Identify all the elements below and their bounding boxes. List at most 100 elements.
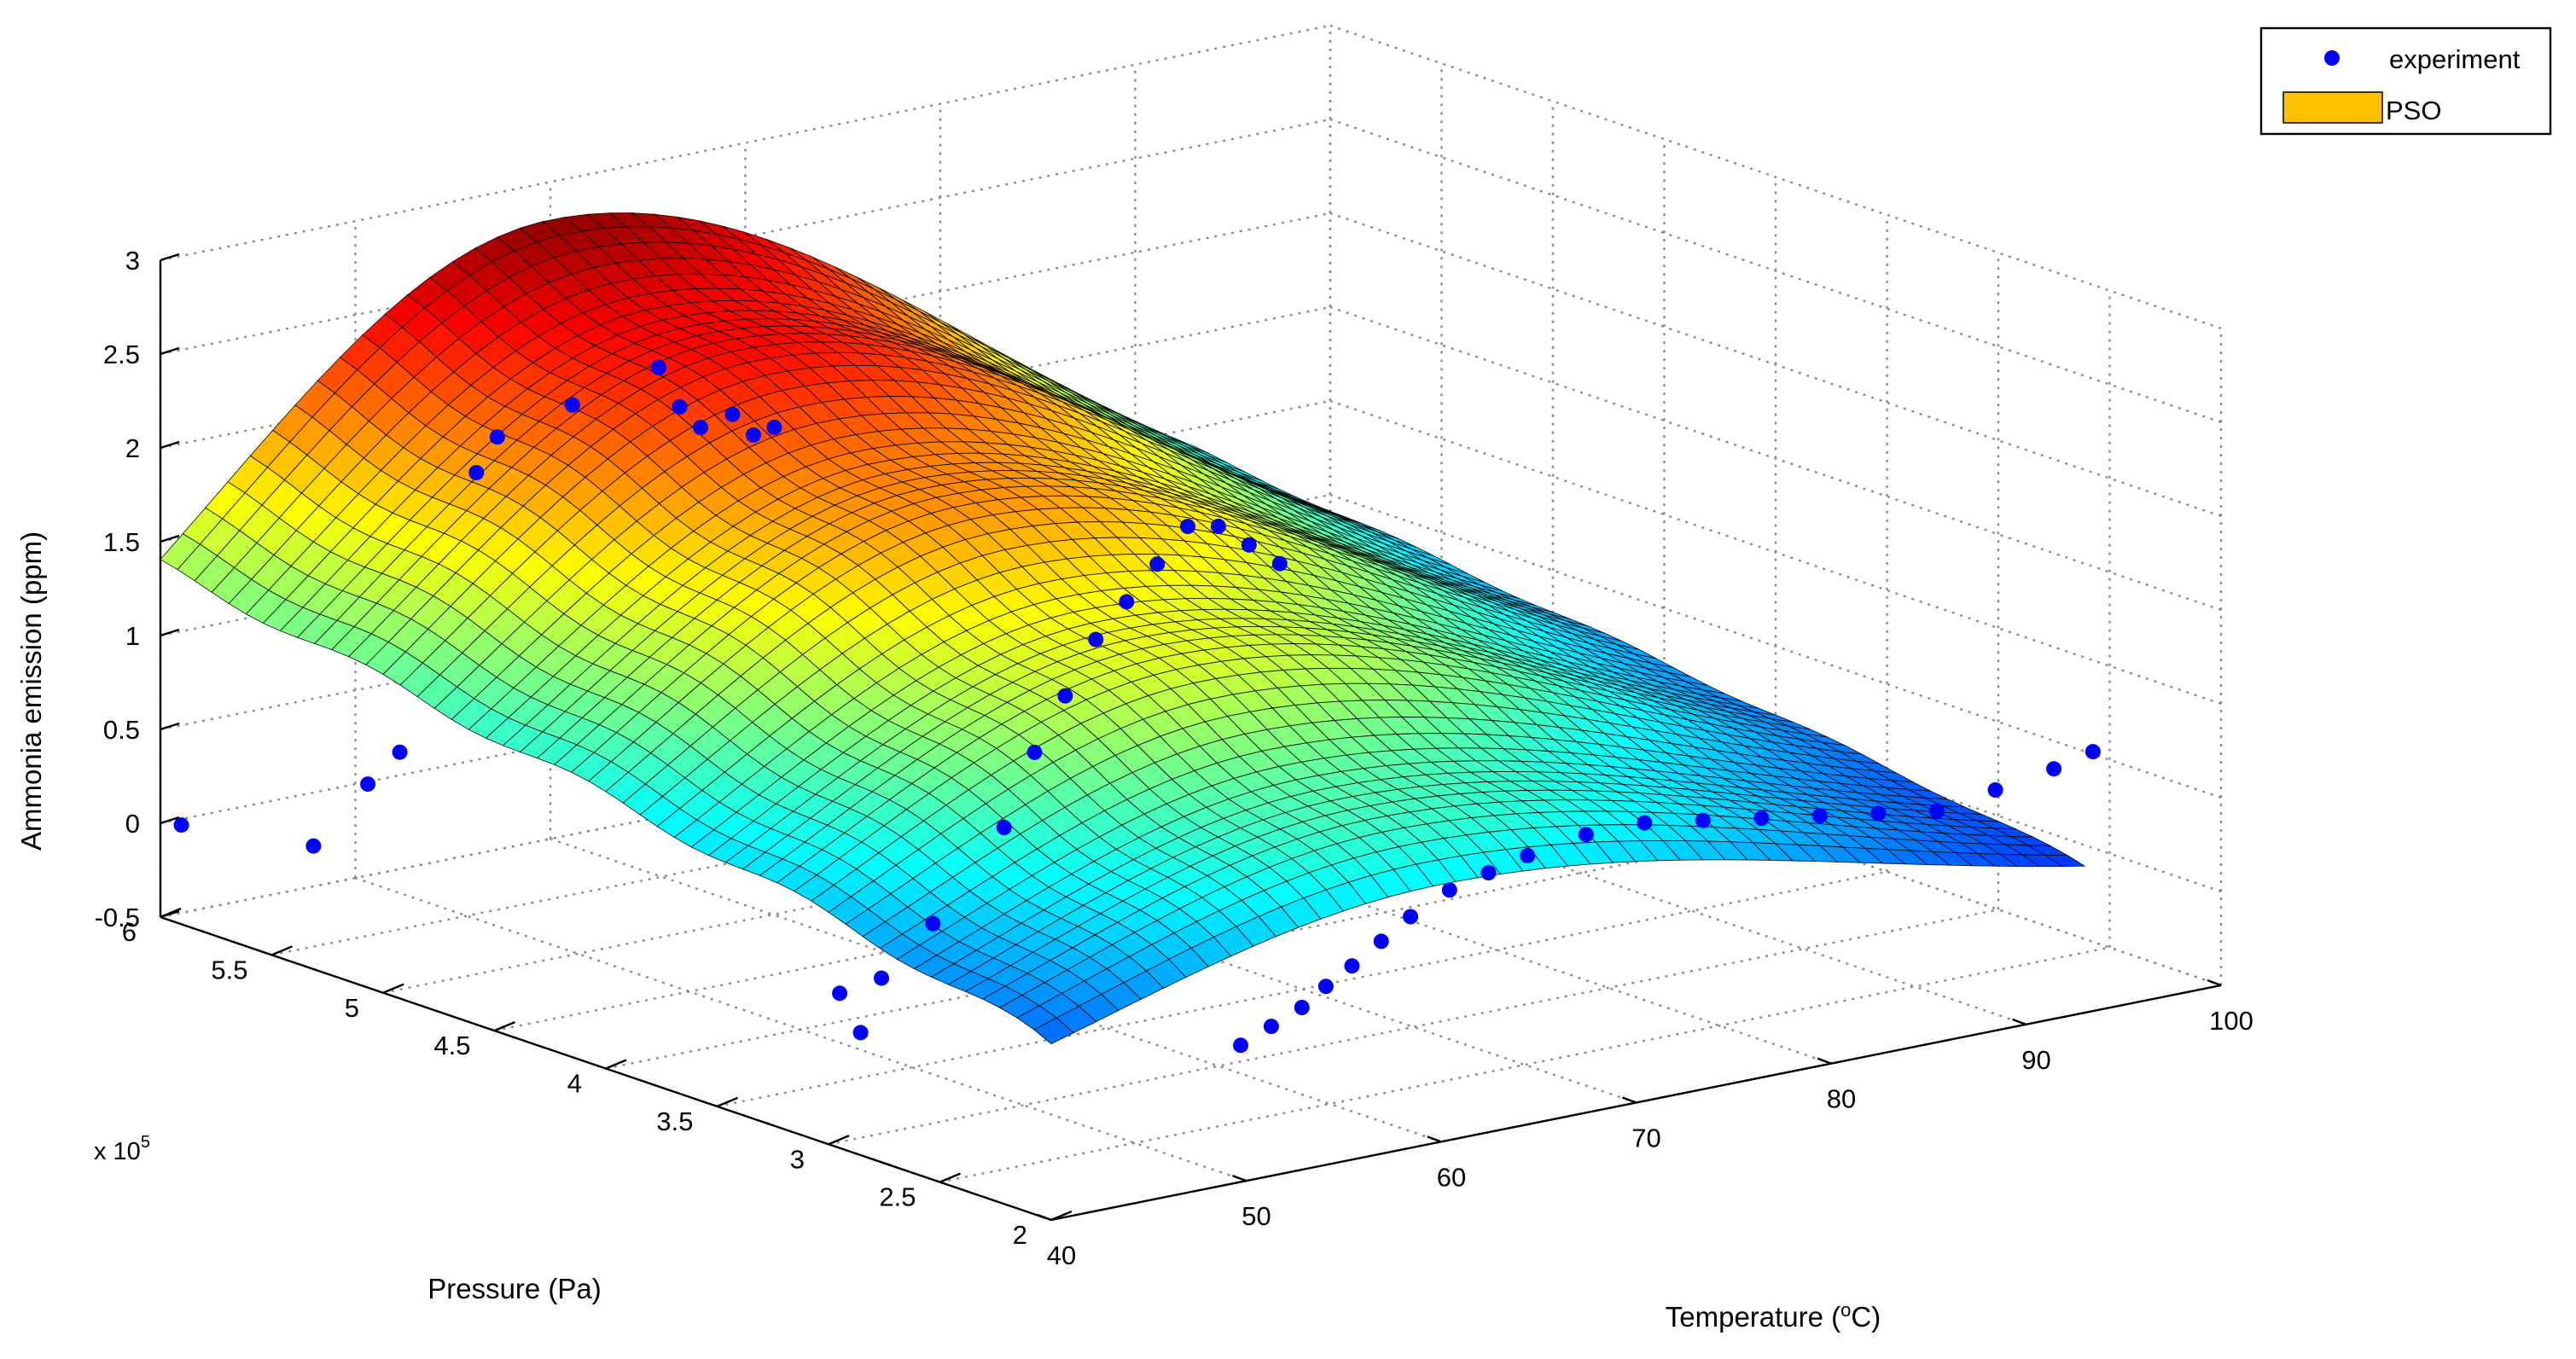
y-tick-label: 3	[790, 1144, 805, 1174]
experiment-point	[1057, 688, 1073, 704]
x-tick-mark	[2012, 1018, 2026, 1025]
x-tick-mark	[1622, 1096, 1637, 1104]
surface-facet	[1033, 1017, 1075, 1045]
experiment-point	[724, 406, 741, 422]
legend-pso-label: PSO	[2386, 96, 2441, 125]
y-tick-label: 4	[567, 1069, 582, 1099]
x-axis-label-unit: C)	[1851, 1301, 1881, 1333]
y-tick-label: 2	[1013, 1220, 1027, 1250]
experiment-point	[564, 397, 580, 413]
legend-pso-swatch	[2282, 91, 2383, 124]
experiment-point	[1637, 815, 1653, 831]
experiment-point	[1870, 805, 1887, 822]
z-tick-label: 0	[125, 809, 140, 839]
experiment-point	[1695, 812, 1711, 828]
experiment-point	[1210, 519, 1226, 534]
y-tick-mark	[717, 1096, 738, 1107]
experiment-point	[693, 420, 708, 436]
z-tick-label: 2	[125, 433, 140, 463]
experiment-point	[1811, 808, 1828, 824]
z-tick-mark	[160, 628, 180, 637]
z-tick-label: 0.5	[103, 715, 140, 745]
experiment-point	[1520, 848, 1536, 863]
x-tick-mark	[1232, 1175, 1247, 1182]
experiment-point	[1578, 827, 1594, 843]
x-tick-label: 60	[1437, 1162, 1466, 1192]
experiment-point	[672, 399, 688, 415]
y-tick-mark	[271, 945, 293, 956]
x-tick-mark	[1037, 1213, 1052, 1222]
tick-labels: -0.5 0 0.5 1 1.5 2 2.5 3 40 50 60 70 80 90 100 2 2.5 3 3.5…	[95, 246, 2253, 1270]
y-exponent-label: x 105	[94, 1133, 150, 1165]
x-tick-label: 100	[2209, 1006, 2253, 1036]
grid-line-back-z-5	[1329, 212, 2222, 518]
x-tick-label: 70	[1631, 1124, 1660, 1153]
experiment-point	[766, 420, 782, 435]
y-tick-label: 5.5	[211, 955, 247, 984]
z-tick-label: 3	[125, 246, 140, 276]
experiment-point	[1480, 865, 1497, 881]
z-tick-label: 1	[125, 621, 140, 651]
y-tick-label: 4.5	[433, 1031, 470, 1060]
grid-line-back-z-2	[1329, 493, 2222, 799]
experiment-point	[1294, 1000, 1310, 1015]
x-axis-label: Temperature (oC)	[1666, 1299, 1881, 1333]
x-tick-label: 80	[1827, 1084, 1856, 1114]
experiment-point	[1987, 782, 2003, 798]
grid-line-back-z-6	[1329, 118, 2222, 424]
grid-line-back-z-7	[1329, 24, 2222, 330]
x-tick-mark	[1427, 1135, 1442, 1143]
y-tick-mark	[828, 1135, 850, 1146]
z-tick-mark	[160, 253, 180, 262]
experiment-point	[305, 838, 322, 854]
y-tick-label: 6	[122, 917, 137, 947]
pso-surface	[160, 212, 2086, 1045]
z-tick-mark	[160, 534, 180, 543]
y-tick-mark	[160, 907, 182, 919]
y-exponent-base: x 10	[94, 1138, 141, 1165]
experiment-point	[1088, 631, 1104, 648]
grid-line-left-z-7	[160, 24, 1331, 262]
z-tick-label: 2.5	[103, 340, 140, 369]
legend-experiment-marker	[2324, 50, 2340, 66]
grid-line-back-z-3	[1329, 399, 2222, 706]
experiment-point	[1263, 1019, 1279, 1035]
experiment-point	[651, 359, 666, 375]
grid-line-floor-t-5	[1135, 720, 2026, 1025]
experiment-point	[489, 429, 505, 445]
experiment-point	[996, 820, 1012, 835]
z-tick-mark	[160, 440, 180, 450]
experiment-point	[1149, 556, 1166, 572]
z-tick-mark	[160, 346, 180, 356]
experiment-point	[1271, 555, 1288, 572]
experiment-point	[1441, 882, 1457, 898]
experiment-point	[1753, 810, 1770, 826]
y-tick-mark	[605, 1059, 627, 1070]
y-tick-mark	[939, 1172, 961, 1183]
experiment-point	[1929, 803, 1945, 819]
x-axis-label-sup: o	[1840, 1299, 1851, 1321]
grid-line-back-z-4	[1329, 305, 2222, 612]
experiment-point	[1373, 933, 1389, 950]
experiment-point	[925, 915, 941, 932]
x-tick-label: 50	[1241, 1201, 1271, 1231]
experiment-point	[852, 1025, 869, 1041]
y-tick-label: 2.5	[879, 1182, 916, 1212]
experiment-point	[1241, 537, 1257, 553]
x-tick-mark	[2207, 979, 2222, 987]
y-axis-label: Pressure (Pa)	[427, 1273, 602, 1304]
legend: experiment PSO	[2259, 26, 2552, 136]
axis-lines	[159, 253, 2222, 1222]
experiment-point	[2085, 744, 2101, 760]
y-tick-mark	[382, 983, 404, 994]
experiment-point	[1403, 909, 1419, 925]
legend-experiment-label: experiment	[2389, 44, 2521, 74]
y-exponent-power: 5	[141, 1133, 150, 1152]
x-tick-label: 40	[1047, 1240, 1076, 1270]
experiment-point	[1317, 979, 1334, 995]
experiment-point	[1344, 958, 1360, 974]
experiment-point	[1180, 519, 1195, 535]
experiment-point	[392, 744, 408, 760]
experiment-point	[2046, 761, 2062, 777]
